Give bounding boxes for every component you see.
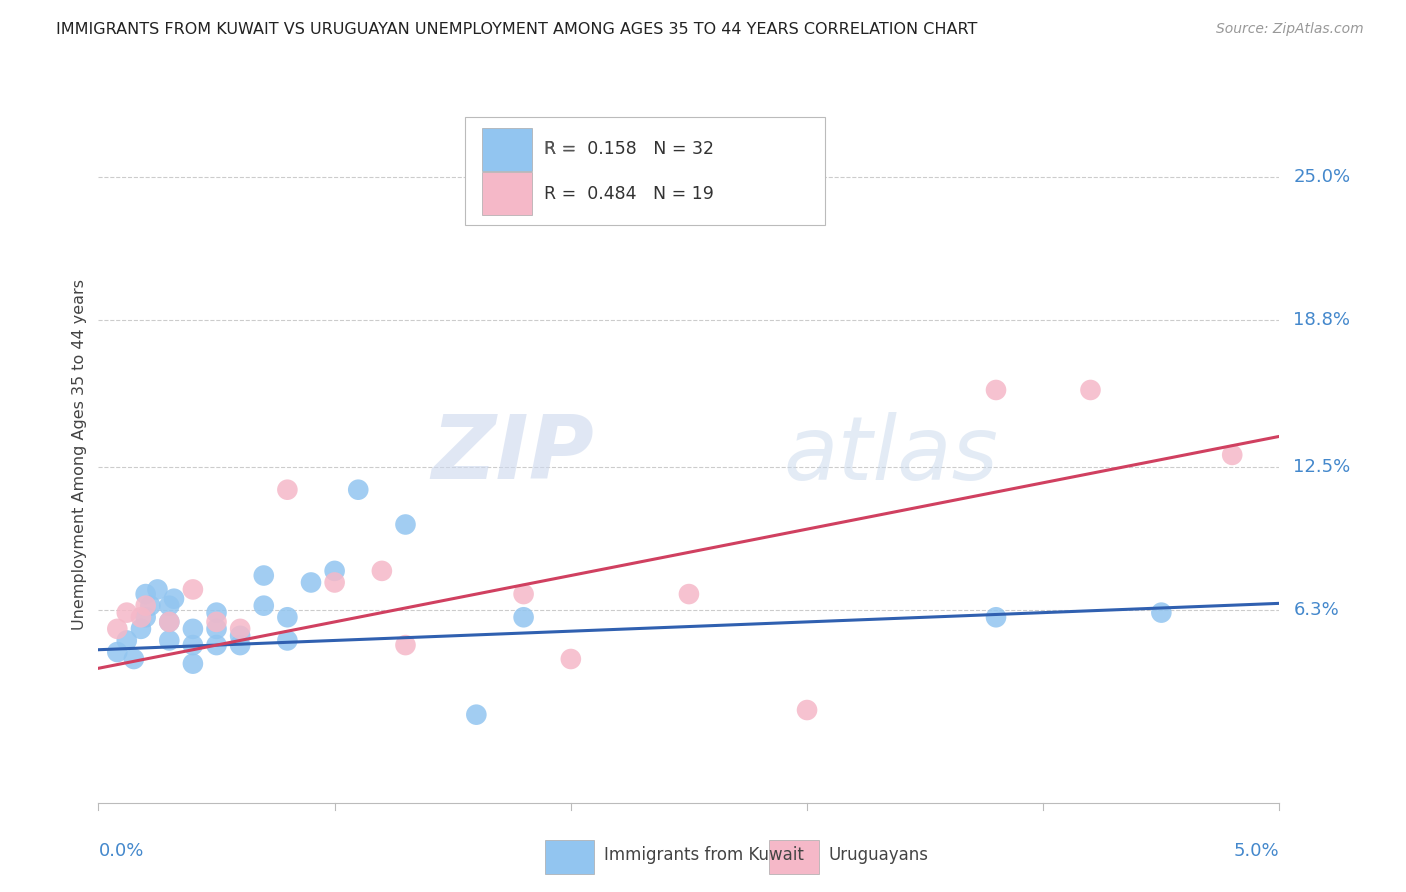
Point (299, 575, 322, 590)
Point (984, 383, 1007, 397)
Point (157, 633, 180, 648)
Text: R =: R = (544, 140, 586, 158)
Point (181, 582, 204, 597)
Text: Immigrants from Kuwait: Immigrants from Kuwait (605, 846, 804, 864)
Point (371, 564, 394, 578)
Point (181, 638, 204, 652)
Text: R =  0.158   N = 32: R = 0.158 N = 32 (544, 140, 714, 158)
Text: 18.8%: 18.8% (1294, 311, 1350, 329)
Point (181, 622, 204, 636)
Point (205, 606, 228, 620)
Point (229, 622, 252, 636)
Point (253, 568, 276, 582)
Text: 0.0%: 0.0% (98, 842, 143, 860)
Point (157, 615, 180, 629)
Point (323, 564, 346, 578)
Point (181, 657, 204, 671)
Y-axis label: Unemployment Among Ages 35 to 44 years: Unemployment Among Ages 35 to 44 years (72, 279, 87, 631)
FancyBboxPatch shape (769, 839, 818, 874)
Point (276, 610, 298, 624)
Point (678, 587, 700, 601)
Text: 25.0%: 25.0% (1294, 168, 1351, 186)
Point (394, 638, 416, 652)
Point (115, 633, 138, 648)
Point (253, 599, 276, 613)
Point (323, 575, 346, 590)
Point (560, 652, 582, 666)
FancyBboxPatch shape (464, 118, 825, 226)
Point (105, 622, 128, 636)
Point (796, 703, 818, 717)
Text: 5.0%: 5.0% (1234, 842, 1279, 860)
Text: IMMIGRANTS FROM KUWAIT VS URUGUAYAN UNEMPLOYMENT AMONG AGES 35 TO 44 YEARS CORRE: IMMIGRANTS FROM KUWAIT VS URUGUAYAN UNEM… (56, 22, 977, 37)
Point (129, 622, 152, 636)
Point (276, 633, 298, 648)
Text: 12.5%: 12.5% (1294, 458, 1351, 475)
Point (146, 582, 169, 597)
Point (122, 652, 145, 666)
Point (229, 629, 252, 643)
Text: R =  0.484   N = 19: R = 0.484 N = 19 (544, 185, 714, 202)
Text: 6.3%: 6.3% (1294, 601, 1339, 619)
Point (1150, 606, 1173, 620)
Point (205, 638, 228, 652)
Text: atlas: atlas (783, 412, 998, 498)
Text: Uruguayans: Uruguayans (828, 846, 928, 864)
Point (139, 599, 162, 613)
Point (129, 610, 152, 624)
Point (135, 610, 157, 624)
Point (115, 606, 138, 620)
Point (157, 615, 180, 629)
Point (1080, 383, 1102, 397)
Point (512, 610, 534, 624)
Point (512, 587, 534, 601)
Point (205, 622, 228, 636)
FancyBboxPatch shape (546, 839, 595, 874)
Point (347, 483, 370, 497)
Point (157, 599, 180, 613)
Point (163, 591, 186, 606)
Text: Source: ZipAtlas.com: Source: ZipAtlas.com (1216, 22, 1364, 37)
Point (229, 638, 252, 652)
Point (205, 615, 228, 629)
Point (135, 587, 157, 601)
Point (465, 707, 488, 722)
Point (135, 599, 157, 613)
Point (105, 645, 128, 659)
FancyBboxPatch shape (482, 128, 531, 170)
Point (394, 517, 416, 532)
FancyBboxPatch shape (482, 172, 531, 215)
Point (1220, 448, 1243, 462)
Point (984, 610, 1007, 624)
Point (276, 483, 298, 497)
Text: ZIP: ZIP (432, 411, 595, 499)
